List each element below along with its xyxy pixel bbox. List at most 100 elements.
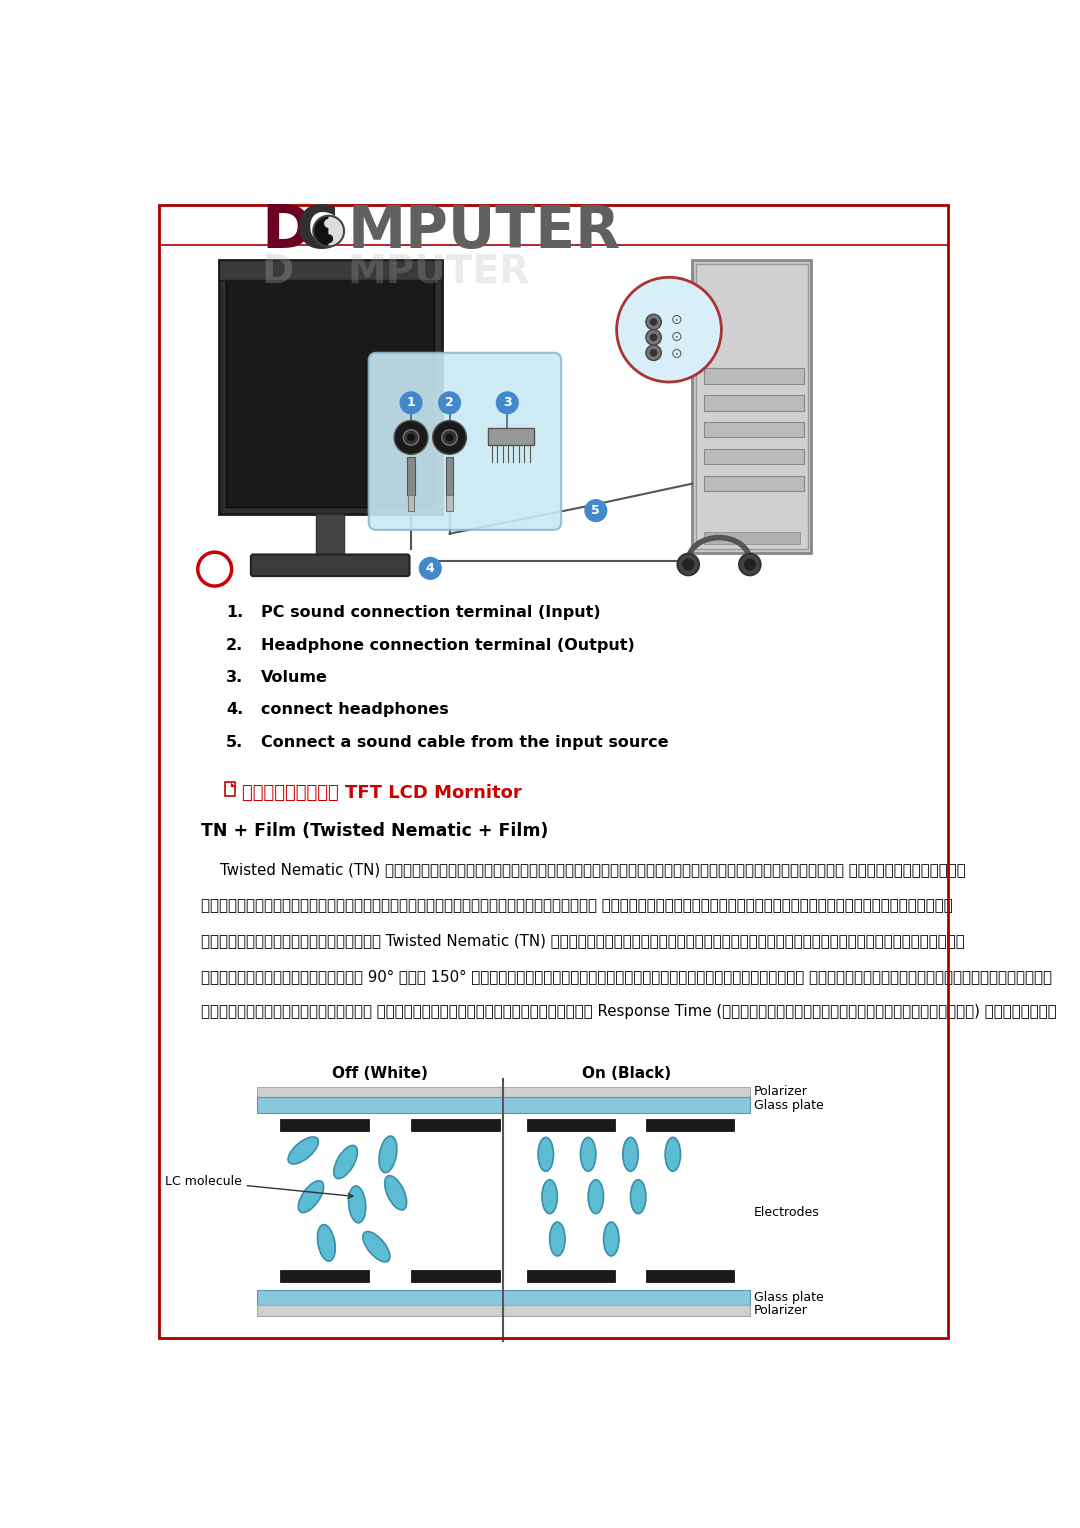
Text: กระแสไฟฟ้าเข้าไปมันก็จะคลายตัวออกเป็นเส้นตรง เราใช้ปรากฏการณ์นี้เป็นตัวกำหนดว่าจ: กระแสไฟฟ้าเข้าไปมันก็จะคลายตัวออกเป็นเส้…: [201, 898, 953, 912]
Circle shape: [407, 434, 415, 442]
Circle shape: [617, 277, 721, 382]
Bar: [446, 457, 454, 495]
Bar: [257, 1305, 750, 1316]
FancyBboxPatch shape: [251, 555, 409, 576]
Bar: [280, 1270, 368, 1282]
Ellipse shape: [631, 1180, 646, 1213]
Circle shape: [446, 434, 454, 442]
Text: ⊙: ⊙: [671, 313, 683, 327]
Ellipse shape: [334, 1146, 357, 1178]
Ellipse shape: [384, 1175, 406, 1210]
Text: TN + Film (Twisted Nematic + Film): TN + Film (Twisted Nematic + Film): [201, 822, 549, 840]
Ellipse shape: [550, 1222, 565, 1256]
Text: 1: 1: [407, 396, 416, 410]
Text: C: C: [295, 203, 338, 260]
Circle shape: [400, 391, 422, 414]
Circle shape: [419, 556, 442, 581]
Text: 2: 2: [445, 396, 454, 410]
Ellipse shape: [363, 1232, 390, 1262]
Text: ⊙: ⊙: [671, 330, 683, 344]
Polygon shape: [231, 782, 235, 787]
Bar: [446, 495, 453, 510]
Bar: [704, 396, 804, 411]
Bar: [218, 260, 442, 515]
Circle shape: [650, 318, 658, 325]
Text: ให้เป็นแนวตั้งก็ได้ ด้วยจุดนี้เองทำให้การค่า Response Time (ค่าตอบสนองสัญญาณเทีย: ให้เป็นแนวตั้งก็ได้ ด้วยจุดนี้เองทำให้กา…: [201, 1004, 1056, 1019]
Text: 5.: 5.: [226, 735, 243, 750]
Text: Glass plate: Glass plate: [754, 1099, 823, 1111]
Text: Electrodes: Electrodes: [754, 1206, 820, 1219]
Circle shape: [646, 315, 661, 330]
Bar: [411, 1270, 500, 1282]
Circle shape: [739, 553, 760, 575]
Text: LC molecule: LC molecule: [165, 1175, 353, 1198]
Text: Polarizer: Polarizer: [754, 1303, 808, 1317]
Circle shape: [650, 348, 658, 356]
Bar: [411, 1118, 500, 1131]
Text: D: D: [261, 202, 312, 261]
Ellipse shape: [665, 1137, 680, 1172]
Text: PC sound connection terminal (Input): PC sound connection terminal (Input): [261, 605, 600, 620]
Text: สั่นของคลื่นแสงได้ 90° ถึง 150° คือเปลี่ยนจากแนวตั้งให้กลายเป็นแนวนอน หรือเปลี่ย: สั่นของคลื่นแสงได้ 90° ถึง 150° คือเปลี่…: [201, 969, 1052, 984]
Bar: [704, 449, 804, 465]
Text: Twisted Nematic (TN) คือสารประเภทนี้จะมีการจัดโครงสร้างโมเลกุลเป็นเกลียว แต่ถ้าเ: Twisted Nematic (TN) คือสารประเภทนี้จะมี…: [201, 862, 966, 877]
Circle shape: [325, 235, 333, 243]
Ellipse shape: [318, 1224, 335, 1261]
Bar: [527, 1270, 616, 1282]
Text: 3: 3: [503, 396, 512, 410]
FancyBboxPatch shape: [368, 353, 562, 530]
Bar: [704, 368, 804, 384]
Bar: [280, 1118, 368, 1131]
Bar: [696, 299, 702, 353]
Ellipse shape: [349, 1186, 366, 1222]
Circle shape: [438, 391, 461, 414]
Circle shape: [683, 558, 694, 570]
Circle shape: [584, 500, 607, 523]
Circle shape: [442, 429, 457, 445]
Circle shape: [677, 553, 699, 575]
Bar: [646, 1270, 734, 1282]
Text: Headphone connection terminal (Output): Headphone connection terminal (Output): [261, 637, 635, 652]
Text: เทคโนโลยี TFT LCD Mornitor: เทคโนโลยี TFT LCD Mornitor: [242, 784, 522, 802]
Text: 5: 5: [592, 504, 600, 516]
Ellipse shape: [580, 1137, 596, 1172]
Text: Glass plate: Glass plate: [754, 1291, 823, 1303]
Bar: [692, 260, 811, 553]
Text: 4.: 4.: [226, 703, 243, 717]
Text: Off (White): Off (White): [333, 1067, 428, 1080]
Ellipse shape: [623, 1137, 638, 1172]
Text: connect headphones: connect headphones: [261, 703, 448, 717]
Text: 2.: 2.: [226, 637, 243, 652]
Wedge shape: [328, 215, 345, 246]
Bar: [704, 475, 804, 492]
Text: ⊙: ⊙: [671, 347, 683, 361]
Circle shape: [394, 420, 428, 454]
Circle shape: [650, 333, 658, 341]
Bar: [257, 1290, 750, 1305]
Text: 4: 4: [426, 562, 434, 575]
Text: D: D: [261, 252, 293, 290]
Text: 1.: 1.: [226, 605, 243, 620]
Bar: [225, 782, 235, 796]
Wedge shape: [313, 215, 328, 246]
Ellipse shape: [589, 1180, 604, 1213]
Ellipse shape: [538, 1137, 554, 1172]
Ellipse shape: [298, 1181, 324, 1213]
Bar: [488, 428, 535, 445]
Text: MPUTER: MPUTER: [347, 252, 529, 290]
Text: 3.: 3.: [226, 669, 243, 685]
Bar: [408, 495, 414, 510]
Ellipse shape: [542, 1180, 557, 1213]
Circle shape: [433, 420, 467, 454]
Ellipse shape: [379, 1137, 396, 1172]
Text: On (Black): On (Black): [582, 1067, 671, 1080]
Text: แสงผ่านได้หรือไม่ได้ Twisted Nematic (TN) ผลึกเหลาวชนิดนี้จะให้เราสามารถเปลี่ยนท: แสงผ่านได้หรือไม่ได้ Twisted Nematic (TN…: [201, 934, 964, 949]
Circle shape: [325, 220, 333, 228]
Text: Volume: Volume: [261, 669, 327, 685]
Bar: [257, 1086, 750, 1097]
Circle shape: [496, 391, 518, 414]
Circle shape: [646, 330, 661, 345]
Circle shape: [646, 345, 661, 361]
Bar: [257, 1097, 750, 1112]
Circle shape: [403, 429, 419, 445]
